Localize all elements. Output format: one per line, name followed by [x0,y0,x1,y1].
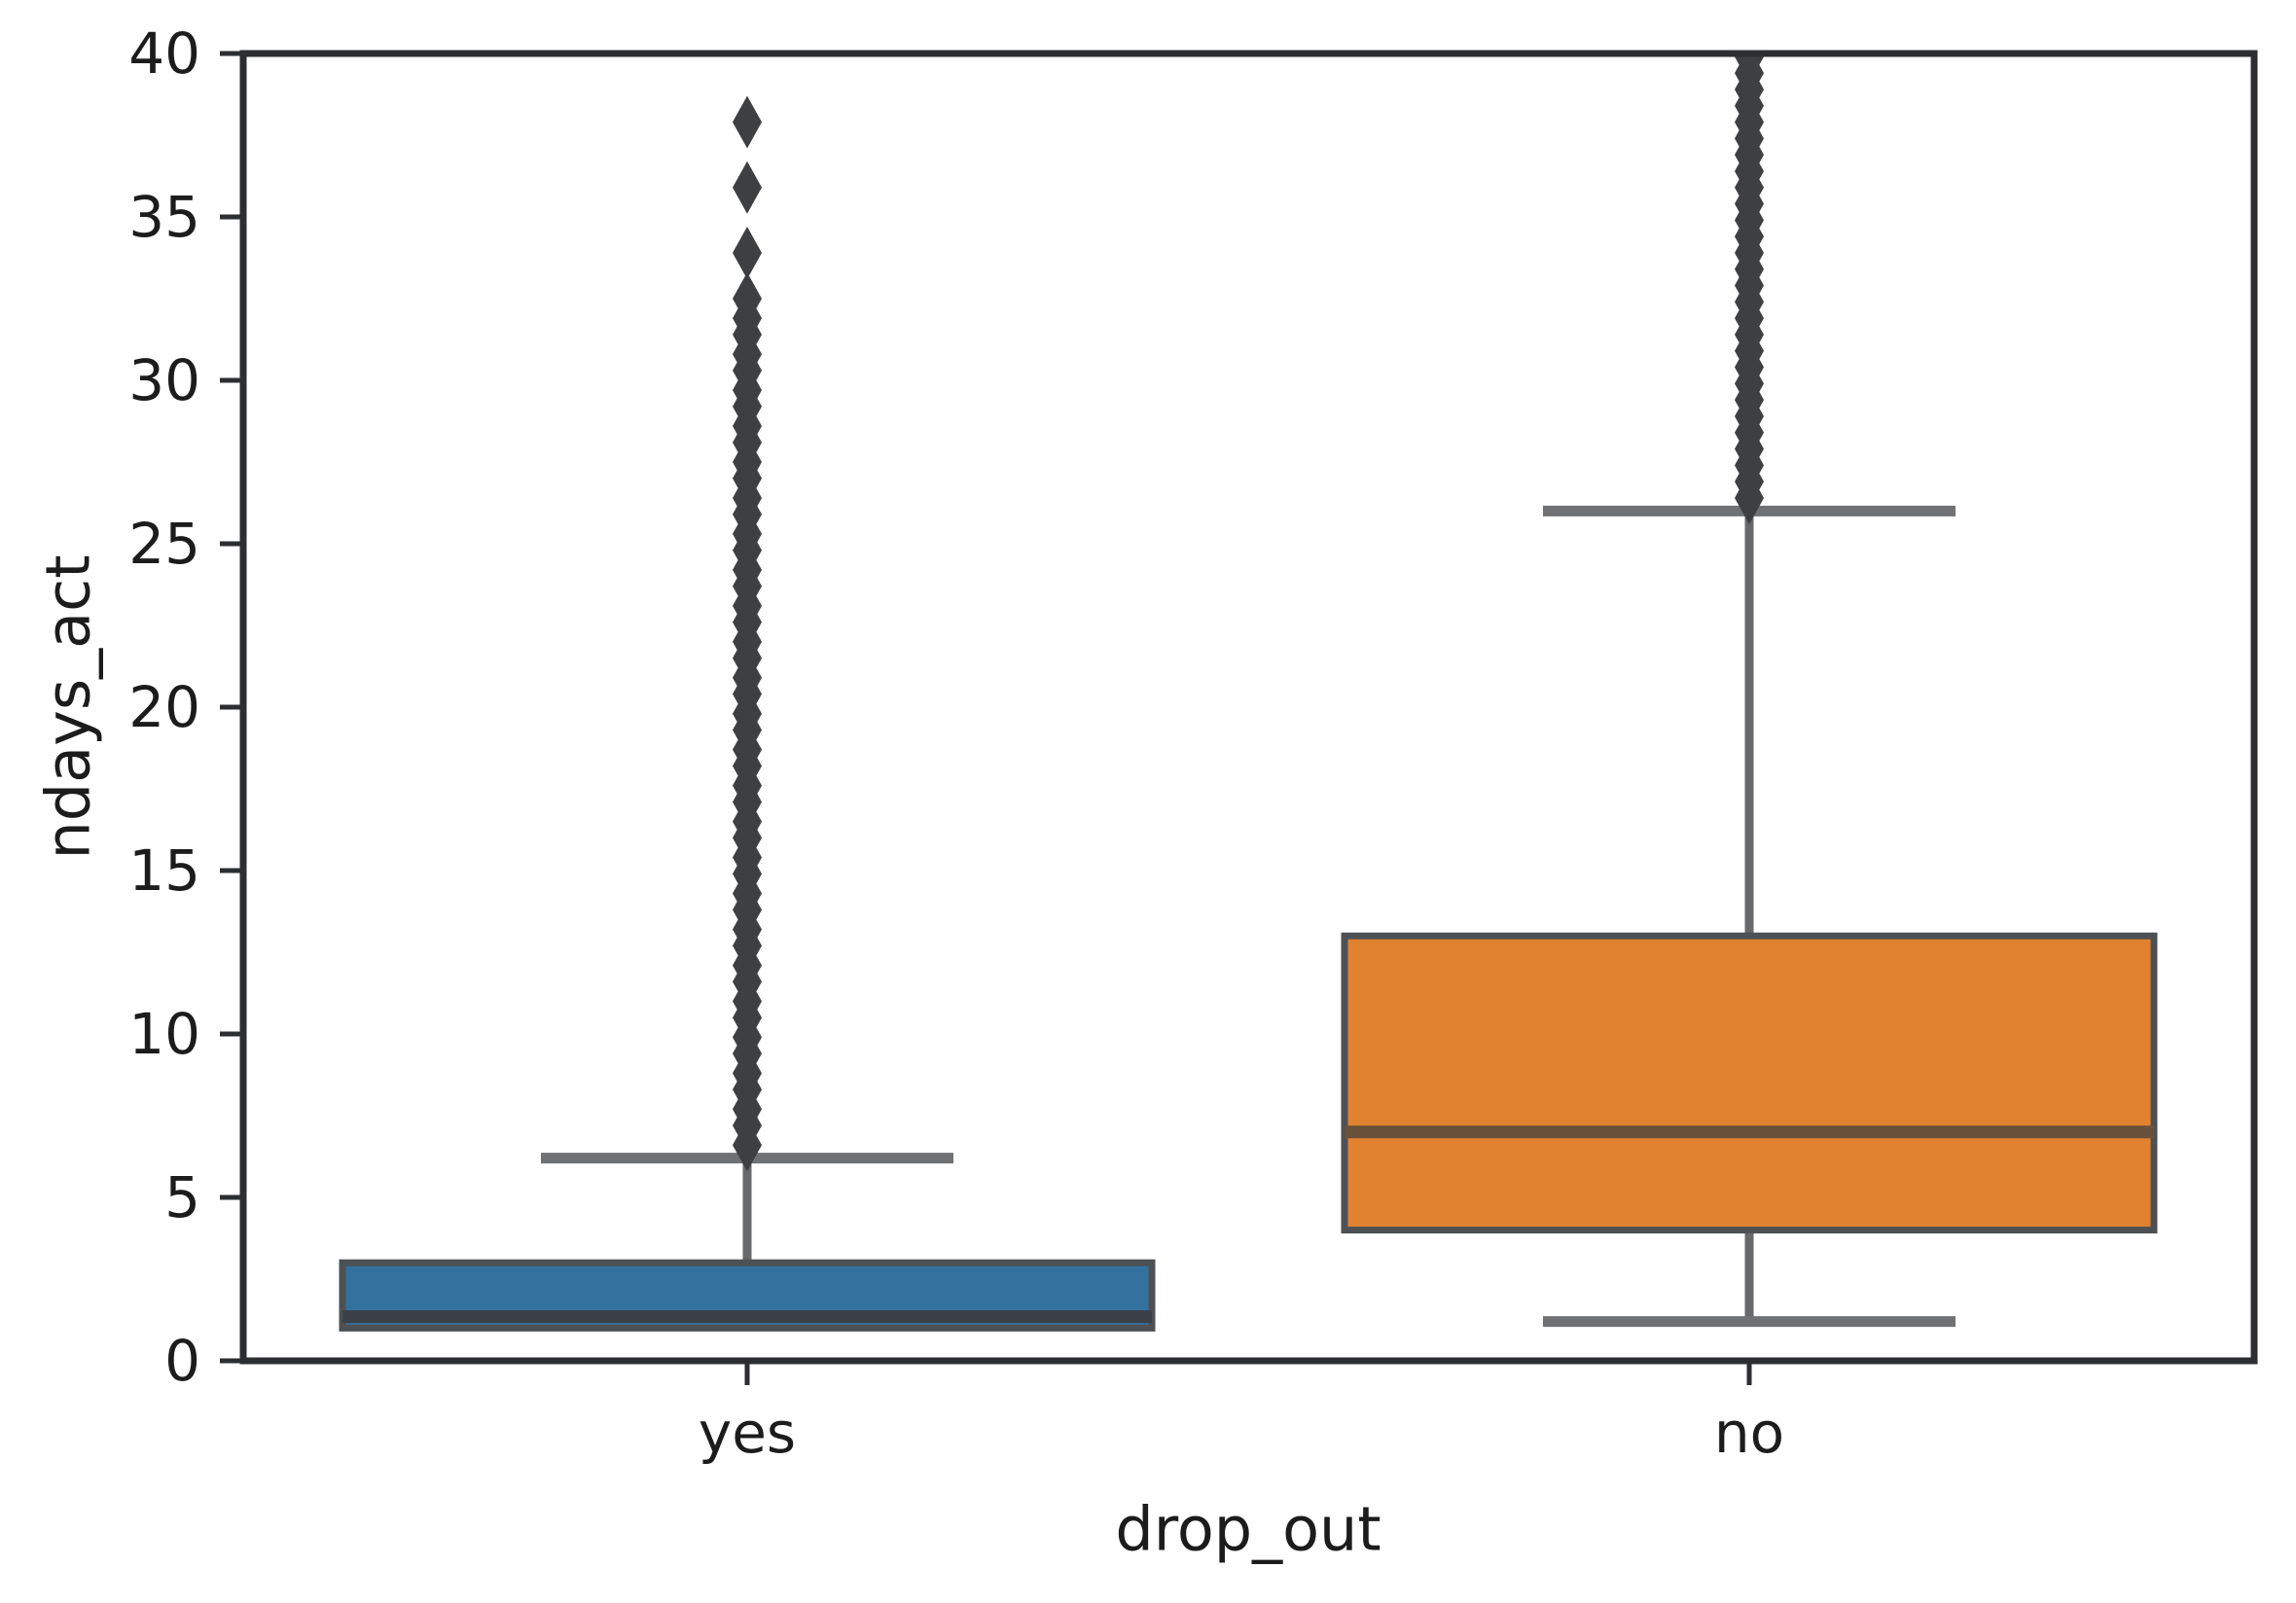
y-tick-label: 30 [128,347,200,413]
outliers-yes [733,95,762,1172]
outlier-point [1735,56,1764,84]
x-axis-title: drop_out [1115,1493,1381,1565]
box-no [1341,932,2158,1234]
outlier-point [733,272,762,325]
y-tick-label: 0 [164,1328,200,1394]
y-tick-label: 10 [128,1001,200,1067]
outlier-point [733,160,762,214]
y-tick-label: 40 [128,20,200,87]
x-tick-label: no [1714,1400,1784,1466]
x-tick-label: yes [699,1400,796,1466]
y-tick-label: 20 [128,674,200,740]
y-tick-label: 15 [128,837,200,904]
y-tick-label: 5 [164,1164,200,1230]
y-tick-label: 35 [128,184,200,250]
outlier-point [733,226,762,279]
outlier-point [733,95,762,149]
outlier-point [1743,56,1755,67]
y-tick-label: 25 [128,511,200,577]
outliers-no [1735,56,1764,524]
y-axis-title: ndays_act [32,554,104,860]
